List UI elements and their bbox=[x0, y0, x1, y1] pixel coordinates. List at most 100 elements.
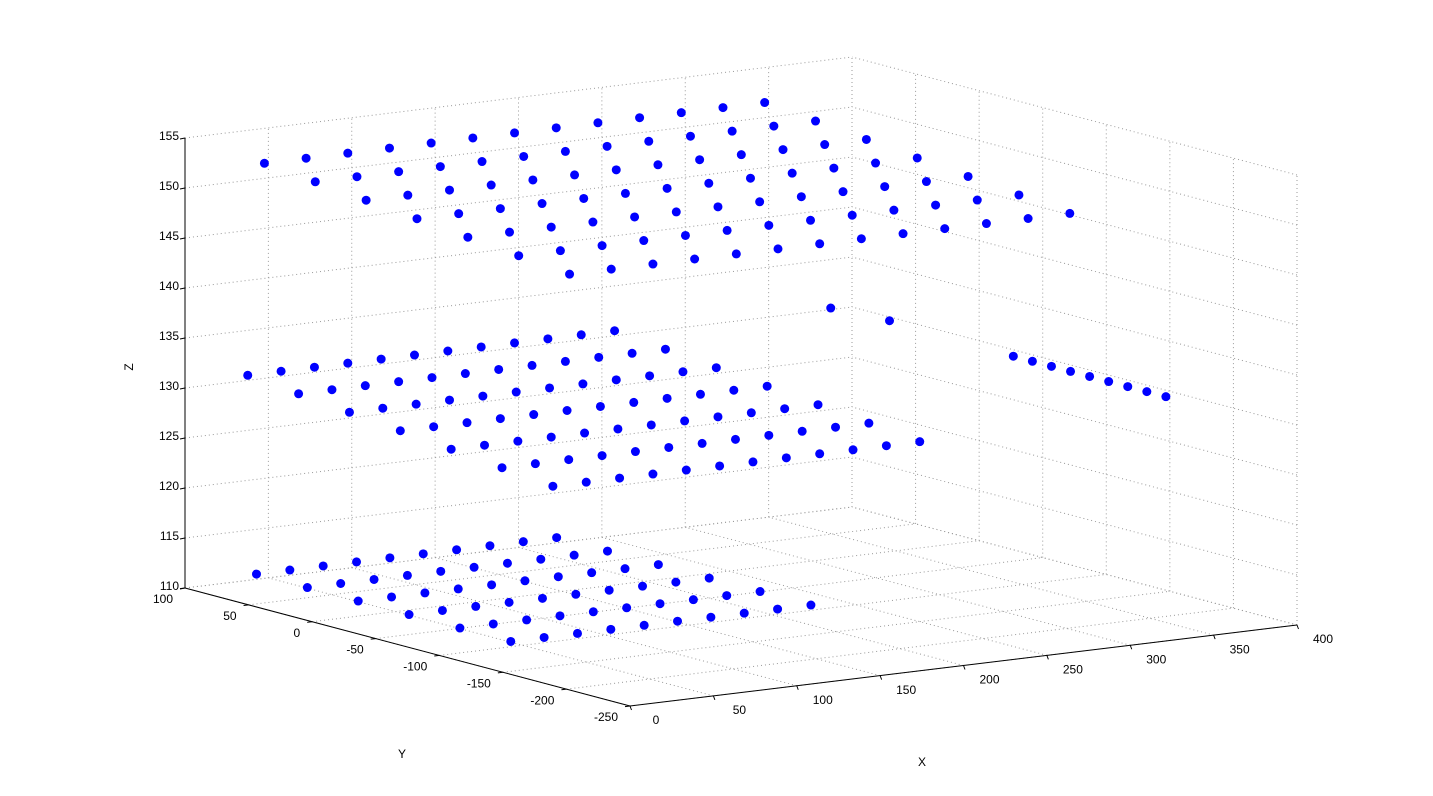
point bbox=[764, 430, 774, 440]
point bbox=[477, 157, 487, 167]
point bbox=[529, 410, 539, 420]
x-tick-label: 50 bbox=[733, 703, 747, 717]
point bbox=[452, 545, 462, 555]
point bbox=[502, 558, 512, 568]
z-tick bbox=[179, 387, 186, 390]
point bbox=[796, 192, 806, 202]
point bbox=[773, 604, 783, 614]
x-axis-label: X bbox=[918, 755, 926, 769]
point bbox=[485, 541, 495, 551]
y-tick bbox=[307, 621, 313, 623]
point bbox=[570, 170, 580, 180]
point bbox=[615, 473, 625, 483]
point bbox=[831, 422, 841, 432]
point bbox=[545, 383, 555, 393]
point bbox=[488, 619, 498, 629]
point bbox=[604, 585, 614, 595]
point bbox=[560, 356, 570, 366]
point bbox=[506, 636, 516, 646]
point bbox=[685, 131, 695, 141]
point bbox=[555, 246, 565, 256]
point bbox=[543, 334, 553, 344]
point bbox=[352, 557, 362, 567]
point bbox=[813, 400, 823, 410]
point bbox=[514, 251, 524, 261]
x-tick bbox=[1213, 634, 1216, 640]
grid-line bbox=[566, 607, 1234, 690]
point bbox=[361, 195, 371, 205]
point bbox=[711, 363, 721, 373]
y-tick bbox=[561, 688, 567, 691]
point bbox=[755, 587, 765, 597]
point bbox=[580, 428, 590, 438]
point bbox=[671, 577, 681, 587]
point bbox=[495, 204, 505, 214]
point bbox=[445, 395, 455, 405]
point bbox=[336, 579, 346, 588]
point bbox=[469, 562, 479, 572]
point bbox=[1123, 382, 1133, 392]
point bbox=[352, 172, 362, 182]
point bbox=[713, 202, 723, 212]
point bbox=[722, 225, 732, 235]
grid-line bbox=[439, 573, 1107, 656]
point bbox=[510, 338, 520, 348]
point bbox=[587, 568, 597, 578]
point bbox=[898, 229, 908, 239]
point bbox=[871, 158, 881, 168]
point bbox=[595, 401, 605, 411]
point bbox=[445, 185, 455, 195]
point bbox=[594, 352, 604, 362]
point bbox=[838, 187, 848, 197]
point bbox=[487, 580, 497, 590]
point bbox=[548, 481, 558, 491]
point bbox=[606, 624, 616, 634]
y-tick-label: 0 bbox=[293, 626, 300, 640]
grid-line bbox=[248, 523, 916, 606]
point bbox=[921, 177, 931, 187]
point bbox=[478, 391, 488, 401]
point bbox=[787, 168, 797, 178]
point bbox=[1065, 208, 1075, 218]
point bbox=[504, 597, 514, 607]
point bbox=[251, 569, 261, 579]
point bbox=[343, 358, 353, 368]
point bbox=[384, 143, 394, 153]
point bbox=[806, 600, 816, 610]
point bbox=[494, 364, 504, 374]
grid-line bbox=[502, 590, 1170, 673]
grid-line bbox=[851, 156, 1298, 276]
z-tick-label: 125 bbox=[159, 429, 179, 443]
y-tick bbox=[243, 604, 249, 606]
point bbox=[613, 424, 623, 434]
point bbox=[606, 264, 616, 274]
point bbox=[660, 344, 670, 354]
z-tick-label: 115 bbox=[160, 529, 179, 543]
point bbox=[294, 389, 304, 399]
point bbox=[394, 167, 404, 177]
point bbox=[662, 183, 672, 193]
point bbox=[695, 389, 705, 399]
point bbox=[460, 369, 470, 379]
point bbox=[778, 145, 788, 155]
point bbox=[736, 150, 746, 160]
point bbox=[569, 550, 579, 560]
z-tick-label: 120 bbox=[159, 479, 179, 493]
point bbox=[572, 628, 582, 638]
point bbox=[915, 437, 925, 447]
point bbox=[861, 134, 871, 144]
point bbox=[597, 451, 607, 461]
grid-line bbox=[685, 526, 1131, 646]
point bbox=[764, 220, 774, 230]
point bbox=[773, 244, 783, 254]
point bbox=[847, 210, 857, 220]
point bbox=[353, 596, 363, 606]
point bbox=[695, 155, 705, 165]
point bbox=[243, 370, 253, 380]
point bbox=[546, 222, 556, 232]
point bbox=[630, 447, 640, 457]
point bbox=[412, 214, 422, 224]
z-tick-label: 145 bbox=[159, 229, 179, 243]
x-tick-label: 200 bbox=[979, 673, 999, 687]
point bbox=[629, 397, 639, 407]
